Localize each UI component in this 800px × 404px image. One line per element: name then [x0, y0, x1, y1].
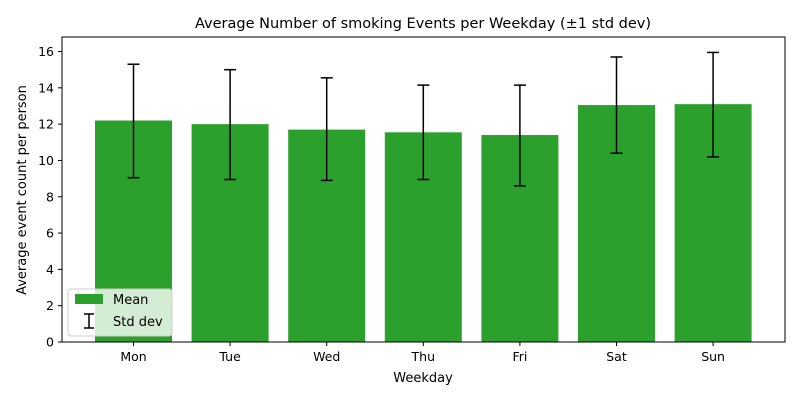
chart-title: Average Number of smoking Events per Wee… [195, 16, 651, 32]
y-tick-label: 4 [46, 262, 54, 277]
legend-stddev-symbol [84, 313, 94, 329]
error-bar-sat [610, 56, 623, 154]
x-tick-label: Fri [512, 349, 527, 364]
y-tick-label: 2 [46, 298, 54, 313]
error-bars-layer [127, 51, 720, 187]
y-tick-label: 8 [46, 189, 54, 204]
y-tick-label: 10 [38, 153, 54, 168]
y-tick-label: 6 [46, 226, 54, 241]
x-tick-label: Sat [606, 349, 627, 364]
error-bar-tue [224, 68, 237, 181]
y-tick-label: 12 [38, 117, 54, 132]
y-tick-label: 0 [46, 335, 54, 350]
error-bar-sun [707, 51, 720, 158]
y-tick-label: 14 [38, 80, 54, 95]
x-tick-label: Sun [701, 349, 725, 364]
error-bar-thu [417, 84, 430, 181]
y-tick-label: 16 [38, 44, 54, 59]
legend-mean-swatch [75, 294, 103, 304]
error-bar-fri [513, 84, 526, 187]
x-axis-label: Weekday [393, 371, 453, 386]
error-bar-wed [320, 77, 333, 182]
x-tick-label: Tue [218, 349, 241, 364]
legend: Mean Std dev [67, 288, 173, 337]
x-tick-label: Mon [120, 349, 146, 364]
error-bar-mon [127, 63, 140, 179]
legend-stddev-label: Std dev [113, 315, 163, 330]
x-tick-label: Wed [313, 349, 340, 364]
x-tick-label: Thu [411, 349, 435, 364]
y-axis: 0 2 4 6 8 10 12 14 16 [38, 44, 62, 350]
x-axis: Mon Tue Wed Thu Fri Sat Sun [120, 342, 725, 364]
y-axis-label: Average event count per person [15, 85, 30, 295]
legend-mean-label: Mean [113, 293, 148, 308]
